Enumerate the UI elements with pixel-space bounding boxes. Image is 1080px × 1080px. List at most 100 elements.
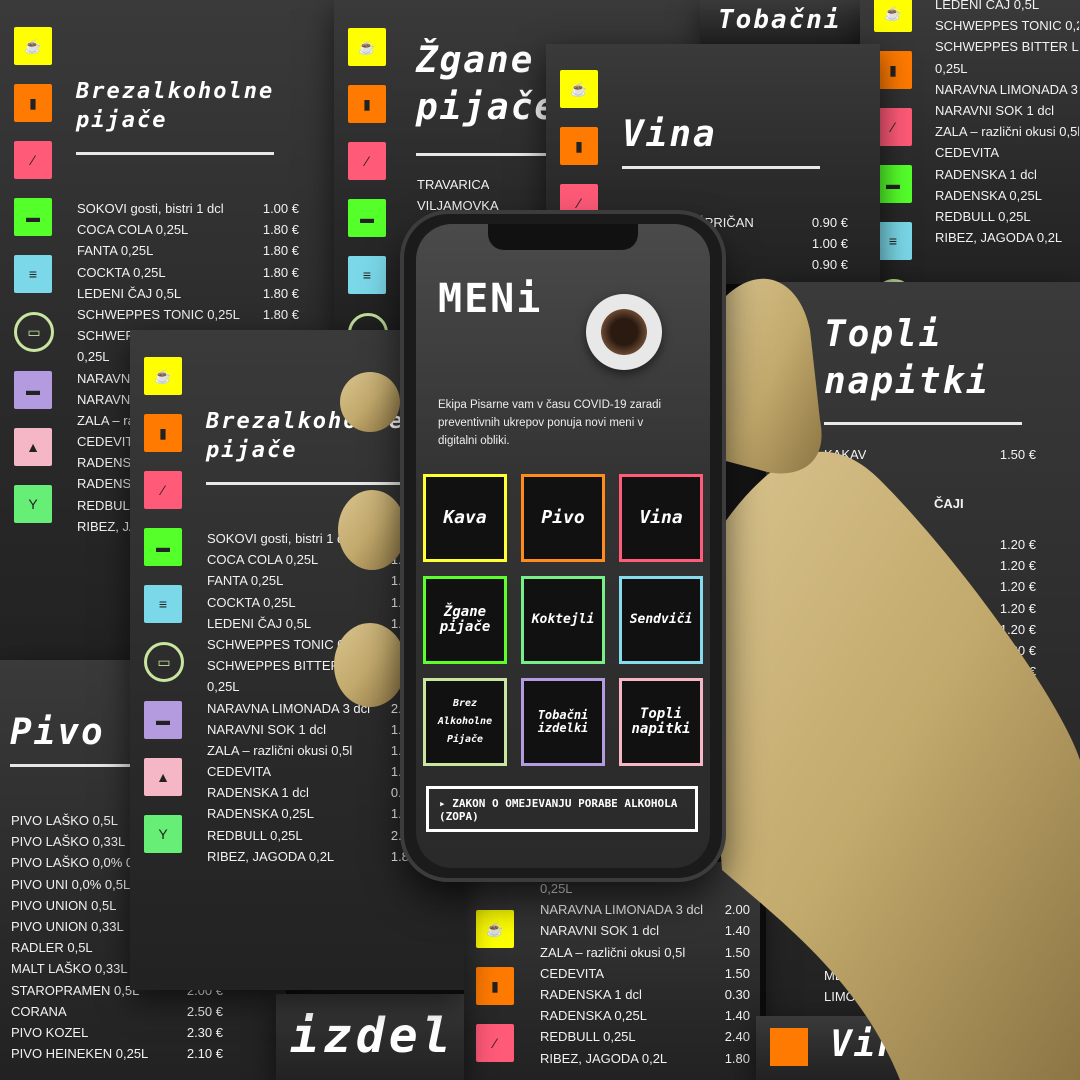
- tile-pivo[interactable]: Pivo: [521, 474, 605, 562]
- table-row: PIVO UNION 0,5L: [11, 895, 223, 916]
- table-row: RADENSKA 1 dcl: [935, 164, 1080, 185]
- intro-text: Ekipa Pisarne vam v času COVID-19 zaradi…: [438, 399, 662, 447]
- item-name: RADENSKA 0,25L: [540, 1008, 647, 1024]
- table-row: 0.90 €: [696, 254, 848, 275]
- title-underline: [76, 152, 274, 155]
- item-name: PIVO LAŠKO 0,0% 0,5L: [11, 855, 152, 871]
- item-price: 2.10 €: [186, 1046, 223, 1062]
- item-price: 1.80 €: [262, 306, 299, 322]
- item-name: PIVO LAŠKO 0,33L: [11, 834, 126, 850]
- item-name: LEDENI ČAJ 0,5L: [207, 615, 312, 631]
- item-name: LEDENI ČAJ 0,5L: [77, 285, 182, 301]
- item-price: 1.80: [724, 1050, 750, 1066]
- item-price: 1.40: [724, 1008, 750, 1024]
- item-price: 1.50 €: [999, 447, 1036, 462]
- cigarette-icon: ▬: [14, 371, 52, 409]
- table-row: CORANA 2.50 €: [11, 1001, 223, 1022]
- tile-vina[interactable]: Vina: [619, 474, 703, 562]
- shot-icon: ▬: [14, 198, 52, 236]
- tile-brez-alkoholne-pijace[interactable]: Brez Alkoholne Pijače: [423, 678, 507, 766]
- item-name: NARAVNA LIMONADA 3 dcl: [207, 700, 371, 716]
- beer-icon: ▮: [476, 967, 514, 1005]
- item-name: PIVO UNION 0,33L: [11, 918, 124, 934]
- item-price: 1.80 €: [262, 243, 299, 259]
- price-list: PIVO LAŠKO 0,5L PIVO LAŠKO 0,33L PIVO LAŠK…: [11, 810, 223, 1064]
- panel-title: Brezalkoholne pijače: [76, 79, 275, 133]
- table-row: SCHWEPPES TONIC 0,25L: [935, 15, 1080, 36]
- table-row: SOKOVI gosti, bistri 1 dcl 1.00 €: [77, 198, 299, 219]
- table-row: 1.20 €: [866, 576, 1036, 597]
- coffee-icon: ☕: [476, 910, 514, 948]
- thumb-shape: [722, 278, 822, 474]
- item-name: SCHWEPPES TONIC 0,25L: [207, 636, 370, 652]
- tile-kava[interactable]: Kava: [423, 474, 507, 562]
- title-underline: [206, 482, 404, 485]
- wine-icon: ⁄: [874, 108, 912, 146]
- item-name: RADENSKA 1 dcl: [207, 785, 309, 801]
- table-row: COCA COLA 0,25L 1.80 €: [77, 219, 299, 240]
- icon-column: ☕▮⁄▬≡▭▬▲Y: [14, 27, 54, 542]
- tile-zgane-pijace[interactable]: Žgane pijače: [423, 576, 507, 664]
- item-price: 0.90 €: [811, 257, 848, 273]
- table-row: NARAVNA LIMONADA 3 dcl 2.00: [540, 899, 750, 920]
- item-price: 1.20 €: [999, 600, 1036, 616]
- car-icon: ▭: [144, 642, 184, 682]
- item-name: SOKOVI gosti, bistri 1 dcl: [207, 531, 354, 546]
- tile-sendvici[interactable]: Sendviči: [619, 576, 703, 664]
- palm-shape: [700, 451, 1080, 1080]
- item-name: FANTA 0,25L: [77, 243, 154, 259]
- item-price: 1.80 €: [262, 285, 299, 301]
- item-name: PIVO KOZEL: [11, 1024, 89, 1040]
- tile-topli-napitki[interactable]: Topli napitki: [619, 678, 703, 766]
- table-row: PIVO UNI 0,0% 0,5L: [11, 874, 223, 895]
- tile-koktejli[interactable]: Koktejli: [521, 576, 605, 664]
- item-name: PIVO UNI 0,0% 0,5L: [11, 876, 131, 892]
- table-row: ZALA – različni okusi 0,5l: [935, 121, 1080, 142]
- item-name: REDBULL 0,25L: [540, 1029, 636, 1045]
- price-list: TRAVARICA VILJAMOVKA: [417, 174, 557, 216]
- coffee-icon: ☕: [144, 357, 182, 395]
- panel-title: izdel: [290, 1008, 455, 1064]
- table-row: CEDEVITA: [935, 142, 1080, 163]
- wine-icon: ⁄: [348, 142, 386, 180]
- beer-icon: [770, 1028, 808, 1066]
- table-row: PIVO UNION 0,33L: [11, 916, 223, 937]
- shot-icon: ▬: [144, 528, 182, 566]
- table-row: REDBULL 0,25L: [935, 206, 1080, 227]
- sandwich-icon: ≡: [14, 255, 52, 293]
- item-price: 1.20 €: [999, 558, 1036, 574]
- cocktail-icon: Y: [14, 485, 52, 523]
- phone-screen: MENi Ekipa Pisarne vam v času COVID-19 z…: [416, 224, 710, 868]
- item-name: COCKTA 0,25L: [77, 264, 166, 280]
- coffee-icon: ☕: [560, 70, 598, 108]
- item-price: 1.50: [724, 965, 750, 981]
- item-name: COCA COLA 0,25L: [207, 552, 319, 568]
- item-name: ZALA – različni okusi 0,5l: [935, 124, 1079, 140]
- tile-label: Topli napitki: [631, 705, 691, 737]
- item-name: SCHWEPPES BITTER LEMON: [935, 39, 1079, 55]
- tile-tobacni-izdelki[interactable]: Tobačni izdelki: [521, 678, 605, 766]
- item-price: 2.00: [724, 902, 750, 918]
- item-name: NARAVNI SOK 1 dcl: [935, 102, 1054, 118]
- coffee-cup-icon: [586, 294, 662, 370]
- table-row: SCHWEPPES BITTER LEMON: [935, 36, 1080, 57]
- table-row: RADENSKA 1 dcl 0.30: [540, 984, 750, 1005]
- panel-title: Topli napitki: [824, 314, 990, 402]
- item-name: PIVO HEINEKEN 0,25L: [11, 1046, 149, 1062]
- item-name: PIVO UNION 0,5L: [11, 897, 117, 913]
- item-name: REDBULL 0,25L: [207, 827, 303, 843]
- item-name: NARAVNA LIMONADA 3 dcl: [935, 81, 1079, 97]
- item-name: RIBEZ, JAGODA 0,2L: [540, 1050, 668, 1066]
- beer-icon: ▮: [348, 85, 386, 123]
- panel-title: Žgane pijače: [416, 40, 559, 128]
- title-underline: [416, 153, 556, 156]
- table-row: RADENSKA 0,25L: [935, 185, 1080, 206]
- coffee-icon: ☕: [14, 27, 52, 65]
- item-name: CEDEVITA: [540, 965, 605, 981]
- zopa-link-button[interactable]: ▸ ZAKON O OMEJEVANJU PORABE ALKOHOLA (ZO…: [426, 786, 698, 832]
- item-name: NARAVNI SOK 1 dcl: [540, 923, 659, 939]
- table-row: FANTA 0,25L 1.80 €: [77, 240, 299, 261]
- table-row: NARAVNI SOK 1 dcl: [935, 100, 1080, 121]
- icon-column: ☕▮⁄▬≡▭▬▲Y: [476, 910, 516, 1080]
- table-row: 1.20 €: [866, 534, 1036, 555]
